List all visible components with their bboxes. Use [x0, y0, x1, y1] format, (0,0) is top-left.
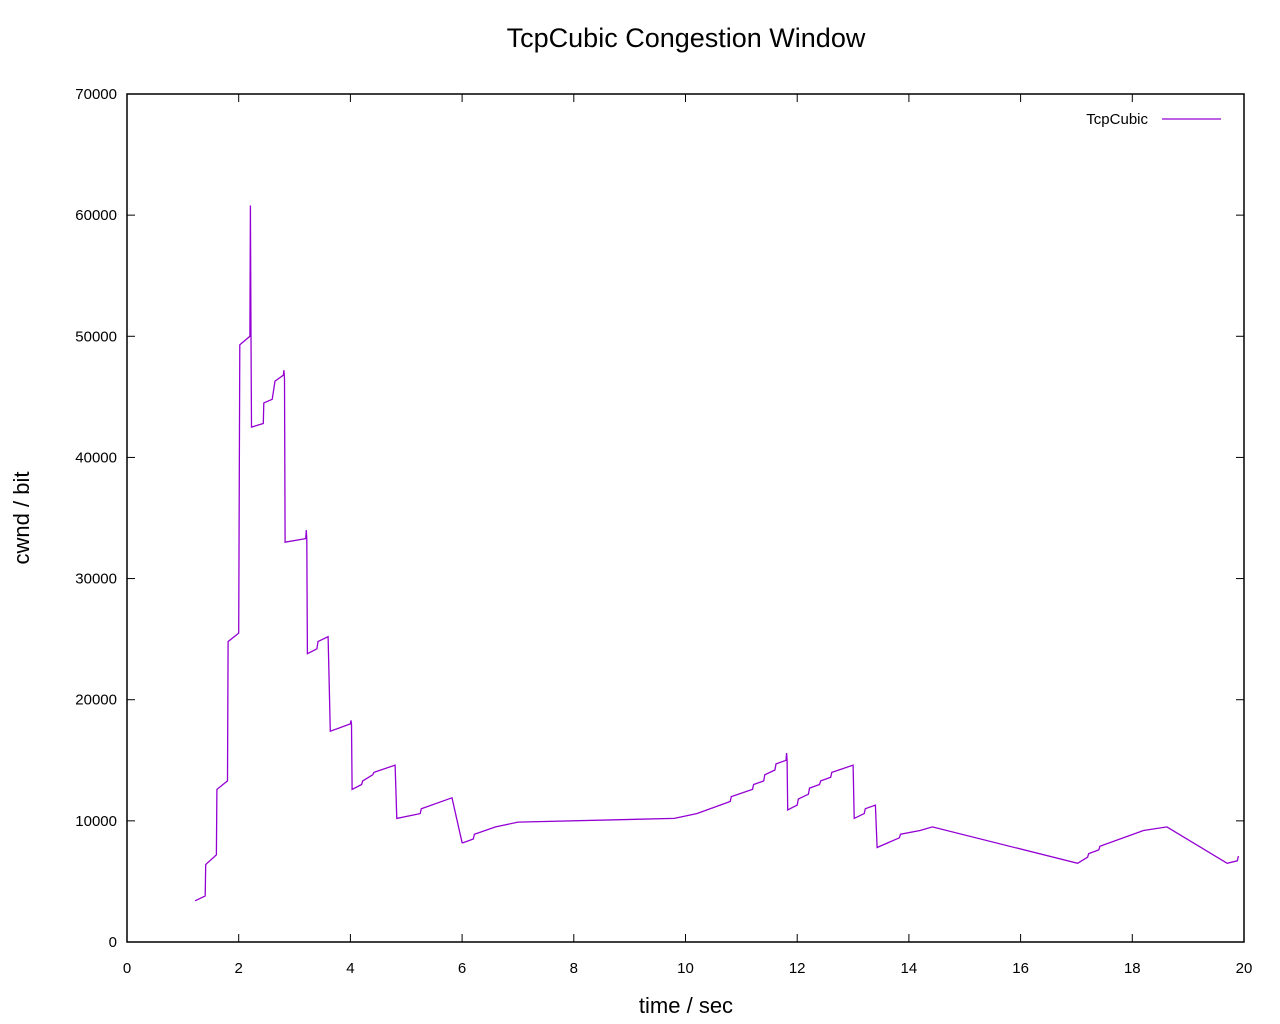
y-tick-label: 50000: [75, 328, 117, 345]
x-tick-label: 18: [1124, 960, 1141, 977]
x-axis: 0 2 4 6 8 10 12 14 16 18 20: [123, 94, 1253, 977]
y-axis: 0 10000 20000 30000 40000 50000 60000 70000: [75, 86, 1244, 951]
x-tick-label: 14: [901, 960, 918, 977]
legend: TcpCubic: [1086, 111, 1221, 128]
y-tick-label: 20000: [75, 692, 117, 709]
x-tick-label: 6: [458, 960, 466, 977]
x-tick-label: 10: [677, 960, 694, 977]
x-tick-label: 8: [570, 960, 578, 977]
x-tick-label: 2: [235, 960, 243, 977]
y-tick-label: 40000: [75, 449, 117, 466]
legend-label-tcpcubic: TcpCubic: [1086, 111, 1148, 128]
x-tick-label: 20: [1236, 960, 1253, 977]
y-tick-label: 10000: [75, 813, 117, 830]
x-tick-label: 12: [789, 960, 806, 977]
y-tick-label: 70000: [75, 86, 117, 103]
x-tick-label: 4: [346, 960, 354, 977]
plot-frame: [126, 93, 1245, 943]
chart-title: TcpCubic Congestion Window: [507, 23, 866, 53]
x-tick-label: 0: [123, 960, 131, 977]
y-axis-label: cwnd / bit: [9, 472, 34, 565]
y-tick-label: 0: [109, 934, 117, 951]
y-tick-label: 30000: [75, 571, 117, 588]
y-tick-label: 60000: [75, 207, 117, 224]
x-axis-label: time / sec: [639, 993, 733, 1018]
x-tick-label: 16: [1012, 960, 1029, 977]
series-line-tcpcubic: [194, 205, 1240, 902]
